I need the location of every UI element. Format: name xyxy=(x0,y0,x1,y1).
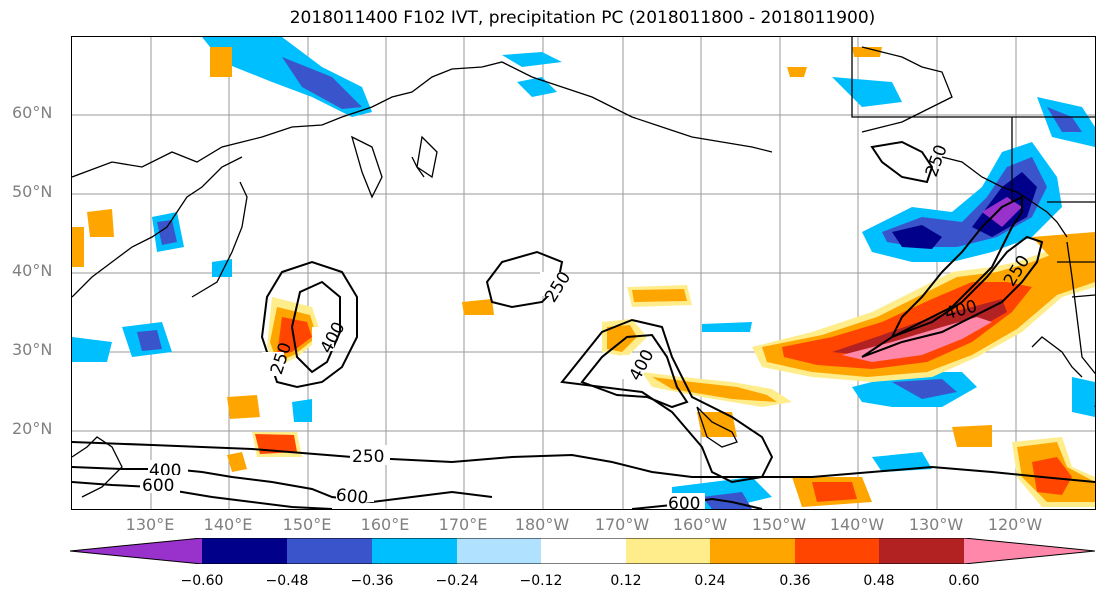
lon-label-170w: 170°W xyxy=(594,515,650,534)
ivt-contours xyxy=(72,140,1095,509)
colorbar-tick: 0.12 xyxy=(610,573,642,589)
contour-label: 400 xyxy=(317,319,350,357)
lon-label-180w: 180°W xyxy=(514,515,570,534)
lon-label-130e: 130°E xyxy=(125,515,175,534)
contour-label: 250 xyxy=(352,447,384,467)
lon-label-170e: 170°E xyxy=(438,515,488,534)
contour-label: 250 xyxy=(922,142,952,179)
colorbar-tick: −0.12 xyxy=(519,573,563,589)
colorbar-bin xyxy=(626,538,710,564)
colorbar-bin xyxy=(541,538,626,564)
colorbar-tick: −0.36 xyxy=(350,573,394,589)
colorbar-bin xyxy=(372,538,457,564)
lat-label-30n: 30°N xyxy=(12,340,53,359)
map-panel: 250 250 400 250 400 250 400 600 600 600 … xyxy=(71,36,1096,510)
lon-label-160w: 160°W xyxy=(672,515,728,534)
colorbar-bin xyxy=(457,538,541,564)
lon-label-150e: 150°E xyxy=(282,515,332,534)
contour-label: 600 xyxy=(142,476,174,496)
lat-label-20n: 20°N xyxy=(12,419,53,438)
colorbar-bin xyxy=(287,538,372,564)
lat-label-60n: 60°N xyxy=(12,103,53,122)
contour-label: 600 xyxy=(335,485,369,508)
colorbar-tick: 0.24 xyxy=(694,573,726,589)
colorbar-tick: 0.60 xyxy=(948,573,980,589)
map-canvas: 250 250 400 250 400 250 400 600 600 600 … xyxy=(72,37,1095,509)
colorbar-tick: 0.36 xyxy=(779,573,811,589)
coastlines xyxy=(72,37,1095,498)
colorbar-bin xyxy=(202,538,287,564)
lon-label-120w: 120°W xyxy=(987,515,1043,534)
colorbar-bin xyxy=(710,538,795,564)
lon-label-130w: 130°W xyxy=(908,515,964,534)
colorbar-bin xyxy=(879,538,964,564)
map-title: 2018011400 F102 IVT, precipitation PC (2… xyxy=(289,8,876,28)
colorbar-tick: −0.24 xyxy=(435,573,479,589)
colorbar-bin xyxy=(795,538,879,564)
contour-label: 600 xyxy=(668,494,700,509)
lon-label-150w: 150°W xyxy=(751,515,807,534)
lon-label-140w: 140°W xyxy=(829,515,885,534)
lon-label-160e: 160°E xyxy=(360,515,410,534)
colorbar-extend-low xyxy=(70,538,202,564)
colorbar xyxy=(70,538,1095,564)
colorbar-tick: −0.48 xyxy=(265,573,309,589)
colorbar-tick: 0.48 xyxy=(863,573,895,589)
colorbar-extend-high xyxy=(964,538,1095,564)
lon-label-140e: 140°E xyxy=(203,515,253,534)
lat-label-40n: 40°N xyxy=(12,261,53,280)
lat-label-50n: 50°N xyxy=(12,182,53,201)
contour-labels: 250 250 400 250 400 250 400 600 600 600 … xyxy=(140,142,1034,509)
colorbar-tick: −0.60 xyxy=(180,573,224,589)
